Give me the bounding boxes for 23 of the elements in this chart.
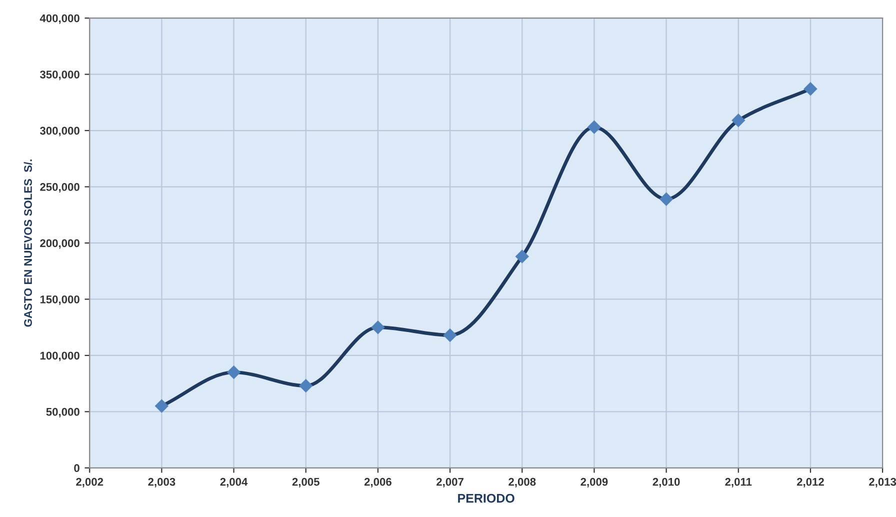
- y-tick-label: 0: [74, 464, 80, 472]
- x-tick-label: 2,009: [580, 478, 608, 488]
- y-tick-label: 50,000: [46, 408, 80, 418]
- x-tick-label: 2,005: [292, 478, 320, 488]
- x-tick-label: 2,002: [76, 478, 104, 488]
- x-tick-label: 2,007: [436, 478, 464, 488]
- x-tick-label: 2,003: [148, 478, 176, 488]
- x-tick-label: 2,006: [364, 478, 392, 488]
- y-tick-label: 150,000: [40, 295, 80, 305]
- y-tick-label: 100,000: [40, 352, 80, 362]
- x-tick-label: 2,004: [220, 478, 248, 488]
- x-tick-label: 2,010: [652, 478, 680, 488]
- y-tick-label: 350,000: [40, 70, 80, 80]
- x-tick-label: 2,008: [508, 478, 536, 488]
- y-tick-label: 250,000: [40, 183, 80, 193]
- x-tick-label: 2,011: [725, 478, 752, 488]
- y-tick-label: 200,000: [40, 239, 80, 249]
- x-tick-label: 2,013: [869, 478, 896, 488]
- y-tick-label: 400,000: [40, 14, 80, 24]
- y-axis-title: GASTO EN NUEVOS SOLES S/.: [24, 160, 32, 327]
- x-axis-title: PERIODO: [458, 494, 514, 503]
- x-tick-label: 2,012: [796, 478, 824, 488]
- y-tick-label: 300,000: [40, 126, 80, 136]
